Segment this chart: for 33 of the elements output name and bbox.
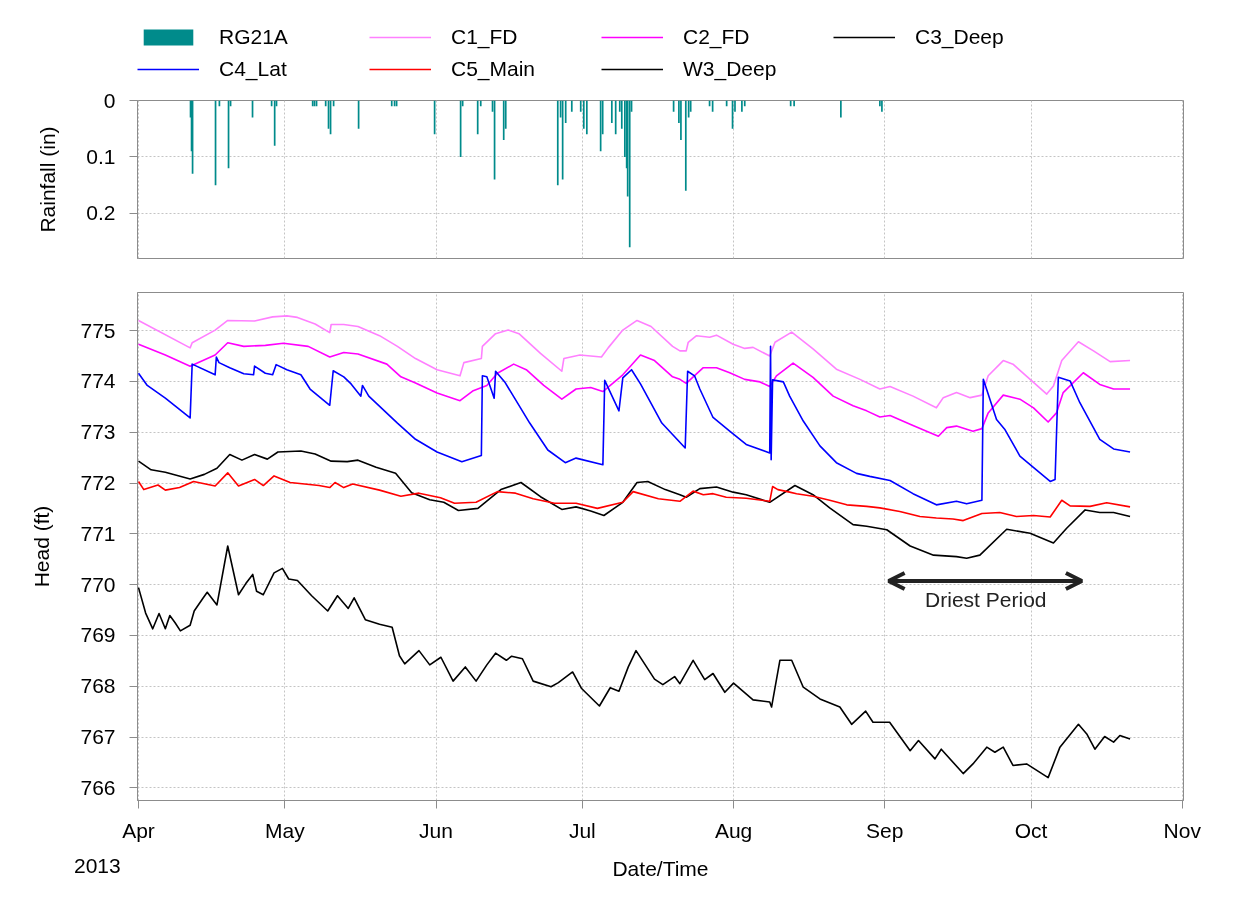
legend-label: C1_FD bbox=[451, 24, 519, 50]
y-tick-label: 771 bbox=[80, 521, 116, 545]
x-tick-label: Nov bbox=[1163, 818, 1202, 842]
y-tick-label: 774 bbox=[80, 369, 116, 393]
x-tick-label: Jul bbox=[568, 818, 596, 842]
x-tick-label: Jun bbox=[419, 818, 453, 842]
legend-label: W3_Deep bbox=[683, 56, 778, 82]
annotation: Driest Period bbox=[925, 587, 1047, 611]
x-tick-label: Oct bbox=[1014, 818, 1048, 842]
legend-label: RG21A bbox=[219, 24, 289, 50]
legend-label: C4_Lat bbox=[219, 56, 288, 82]
y-tick-label: 766 bbox=[80, 775, 116, 799]
y-tick-label: 0.1 bbox=[86, 144, 116, 168]
y-axis-title: Rainfall (in) bbox=[36, 126, 60, 233]
y-tick-label: 767 bbox=[80, 725, 116, 748]
legend-label: C3_Deep bbox=[915, 24, 1005, 50]
y-tick-label: 770 bbox=[80, 572, 116, 596]
y-tick-label: 775 bbox=[80, 318, 116, 342]
x-tick-label: Sep bbox=[866, 818, 904, 842]
y-tick-label: 0.2 bbox=[86, 201, 116, 225]
legend-label: C5_Main bbox=[451, 56, 537, 82]
y-tick-label: 769 bbox=[80, 623, 116, 647]
x-axis-title: Date/Time bbox=[612, 856, 709, 880]
y-axis-title: Head (ft) bbox=[30, 505, 54, 588]
y-tick-label: 0 bbox=[103, 88, 116, 112]
legend-label: C2_FD bbox=[683, 24, 751, 50]
y-tick-label: 768 bbox=[80, 674, 116, 698]
y-tick-label: 773 bbox=[80, 420, 116, 444]
x-tick-label: May bbox=[265, 818, 306, 842]
y-tick-label: 772 bbox=[80, 471, 116, 494]
x-tick-label: Apr bbox=[122, 818, 155, 842]
text: 2013 bbox=[74, 854, 121, 878]
x-tick-label: Aug bbox=[714, 818, 753, 842]
